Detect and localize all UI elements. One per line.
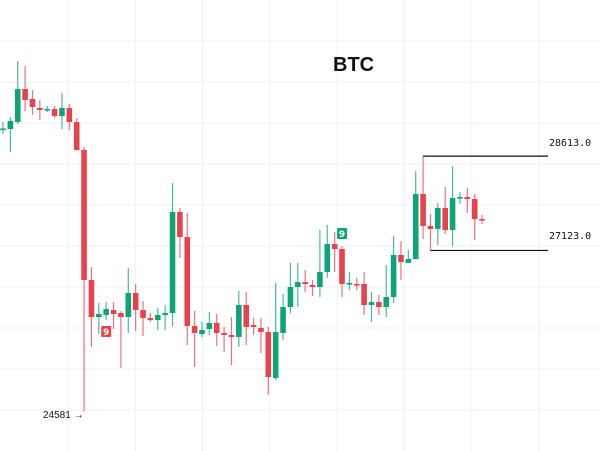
candle-down: [118, 312, 124, 318]
candle-up: [162, 312, 168, 315]
candle-up: [390, 255, 397, 298]
candle-down: [140, 310, 146, 318]
candle-up: [103, 308, 109, 315]
candle-down: [243, 305, 250, 328]
candle-up: [14, 88, 21, 123]
candle-down: [471, 198, 478, 219]
candle-down: [420, 193, 426, 227]
candle-up: [280, 307, 286, 333]
candle-up: [96, 313, 102, 318]
candle-down: [427, 226, 434, 229]
td-sequential-marker: [337, 228, 348, 240]
candle-up: [412, 193, 419, 259]
range-low-label: 27123.0: [549, 231, 592, 243]
candle-down: [479, 218, 485, 221]
candle-down: [361, 283, 367, 305]
candle-down: [464, 197, 471, 199]
candle-down: [442, 207, 448, 230]
candle-down: [110, 310, 117, 314]
candle-up: [295, 282, 301, 288]
candle-down: [177, 212, 183, 238]
candle-up: [405, 258, 412, 263]
candle-up: [449, 197, 456, 230]
candle-up: [324, 243, 331, 273]
candle-up: [368, 302, 375, 305]
candle-down: [353, 283, 360, 286]
candle-up: [125, 292, 132, 318]
candle-up: [457, 197, 463, 199]
chart-title: BTC: [333, 54, 375, 76]
candle-up: [44, 108, 51, 111]
candle-down: [88, 280, 95, 318]
candle-down: [398, 255, 404, 263]
candle-down: [331, 243, 338, 249]
candle-down: [221, 332, 227, 335]
candle-up: [236, 305, 242, 338]
candle-up: [287, 287, 294, 308]
candle-down: [376, 302, 382, 308]
candle-up: [0, 128, 6, 131]
low-price-label: 24581 →: [43, 410, 84, 422]
candle-down: [22, 88, 28, 100]
candle-down: [339, 248, 345, 284]
candle-down: [191, 326, 198, 333]
candle-up: [169, 212, 176, 313]
candle-down: [29, 98, 36, 108]
candle-up: [383, 297, 390, 308]
candle-down: [51, 108, 58, 117]
candle-down: [228, 335, 235, 338]
candle-down: [73, 122, 80, 150]
candle-up: [346, 282, 353, 285]
candle-down: [132, 292, 139, 310]
candle-down: [147, 317, 154, 320]
td-sequential-marker: [101, 326, 112, 337]
candle-up: [154, 315, 161, 320]
candle-down: [37, 107, 43, 110]
candle-down: [309, 285, 316, 288]
candle-down: [81, 150, 87, 280]
candle-down: [184, 237, 191, 327]
candle-down: [302, 282, 308, 284]
candle-down: [250, 325, 257, 328]
candle-up: [199, 330, 205, 334]
candle-up: [59, 107, 65, 117]
candle-down: [213, 322, 220, 333]
candle-down: [258, 327, 264, 333]
marker-label: 9: [103, 328, 109, 338]
candle-up: [435, 207, 441, 229]
range-high-label: 28613.0: [549, 138, 592, 150]
candle-up: [317, 272, 323, 288]
marker-label: 9: [339, 230, 345, 240]
candle-down: [66, 107, 73, 123]
candle-up: [7, 121, 14, 129]
candle-down: [265, 332, 272, 378]
candle-up: [206, 322, 213, 329]
candle-up: [272, 332, 279, 378]
